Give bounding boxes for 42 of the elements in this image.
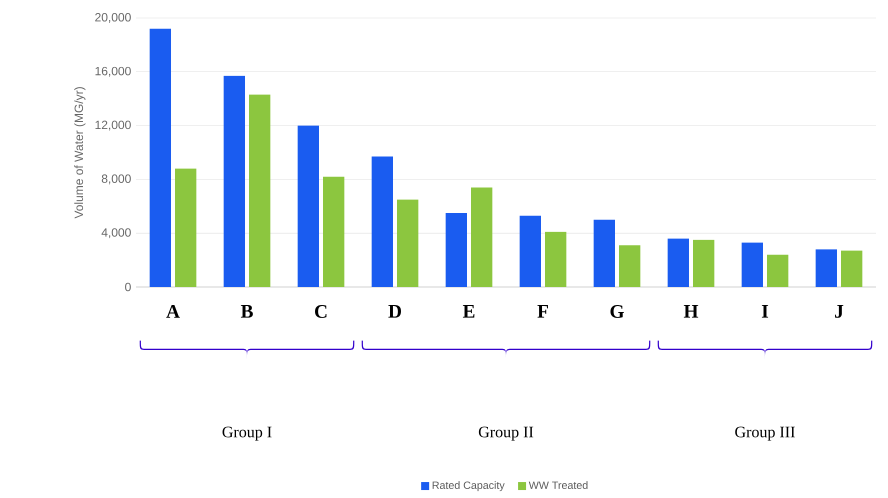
bar — [397, 200, 418, 287]
bar — [372, 156, 393, 287]
bar — [150, 28, 172, 287]
x-tick-label: A — [166, 305, 180, 318]
bar — [594, 220, 615, 287]
bar — [545, 232, 566, 287]
y-axis-title: Volume of Water (MG/yr) — [74, 87, 86, 219]
x-tick-label: H — [684, 305, 698, 318]
bar — [840, 250, 862, 287]
legend-label: Rated Capacity — [432, 481, 505, 492]
bar — [175, 168, 196, 287]
bar — [446, 213, 467, 287]
x-tick-label: B — [240, 305, 253, 318]
y-tick-label: 16,000 — [96, 66, 131, 77]
bar — [668, 238, 689, 287]
y-tick-label: 4,000 — [102, 228, 131, 238]
x-tick-label: E — [462, 305, 474, 318]
legend-label: WW Treated — [528, 481, 588, 490]
bar — [520, 216, 541, 287]
x-tick-label: G — [610, 305, 624, 318]
x-tick-label: F — [537, 305, 548, 318]
bar — [249, 94, 270, 287]
bar — [692, 240, 714, 287]
bar — [471, 187, 492, 287]
x-tick-label: C — [315, 305, 326, 318]
x-tick-label: D — [388, 305, 401, 318]
bar — [816, 249, 837, 287]
bar — [298, 126, 320, 287]
y-tick-label: 20,000 — [95, 13, 131, 23]
text: Group III — [735, 426, 795, 441]
x-tick-label: I — [762, 305, 768, 318]
y-tick-label: 12,000 — [96, 120, 131, 131]
y-tick-label: 8,000 — [102, 174, 131, 184]
bar — [766, 254, 788, 287]
bar — [742, 242, 763, 287]
bar — [619, 245, 640, 287]
bar — [224, 76, 246, 287]
text: Group I — [222, 426, 272, 441]
bar — [323, 176, 344, 287]
x-tick-label: J — [835, 305, 844, 318]
text: Group II — [478, 426, 534, 441]
y-tick-label: 0 — [125, 282, 131, 292]
